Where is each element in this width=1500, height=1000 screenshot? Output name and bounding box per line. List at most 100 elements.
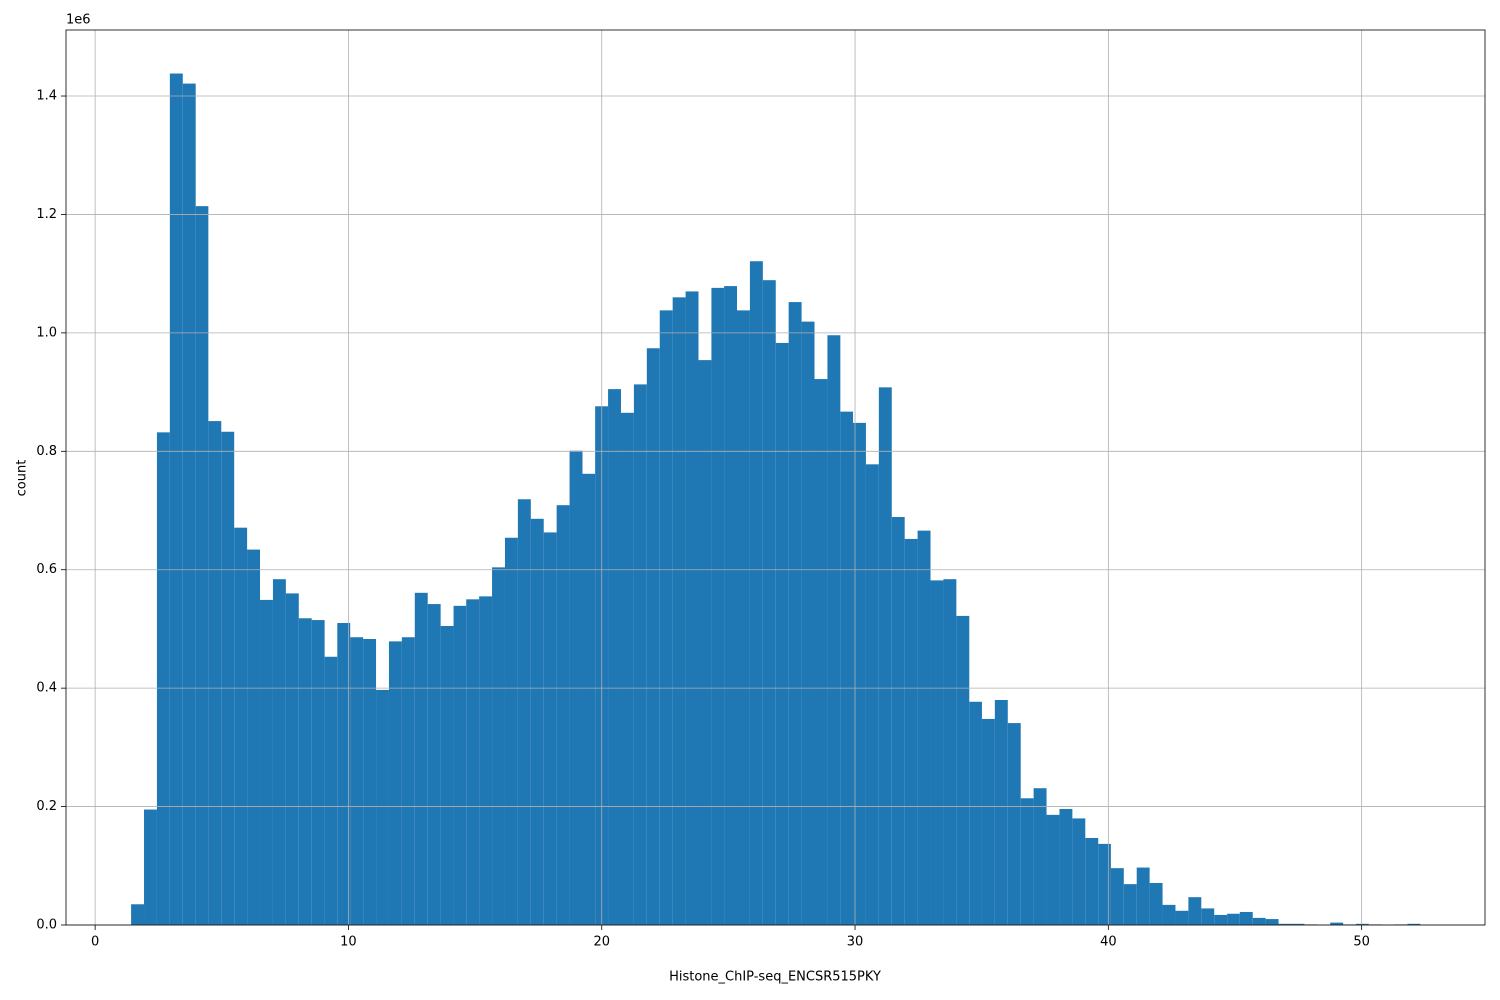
bar [363,639,377,925]
bar [1033,788,1047,925]
x-tick-label: 10 [340,935,357,950]
y-axis-label: count [15,460,30,497]
y-tick-label: 0.4 [36,681,57,696]
bar [956,615,970,925]
bar [801,321,815,925]
bar [1020,798,1034,925]
bar [234,527,248,925]
bar [762,280,776,925]
bar [311,620,325,925]
bar [891,517,905,925]
bar [350,637,364,925]
bar [324,656,338,925]
plot-frame [65,29,1486,926]
y-tick-label: 0.6 [36,562,57,577]
bar [1188,897,1202,925]
x-tick-label: 20 [593,935,610,950]
bar [1110,868,1124,925]
bar [1136,867,1150,925]
bar [453,605,467,925]
bar [376,689,389,925]
bar [337,623,351,925]
bar [169,73,183,925]
bar [479,596,493,925]
bar [827,335,841,926]
bar [1085,837,1099,925]
bar [208,421,222,925]
bar [1098,843,1111,925]
bar [144,809,157,925]
bar [504,537,518,925]
bar [440,625,454,925]
bar [930,580,944,925]
y-tick-label: 0.8 [36,444,57,459]
bar [775,342,789,925]
bar [878,387,892,926]
bar [156,432,170,925]
bar [840,411,854,925]
bar [646,348,660,925]
y-tick-label: 1.4 [36,89,57,104]
bar [685,291,699,925]
bar [1175,910,1189,925]
x-tick-label: 50 [1353,935,1370,950]
bar [865,464,879,925]
bar [1330,922,1344,925]
bar [1239,911,1253,925]
y-tick-label: 0.0 [36,918,57,933]
bar [1252,917,1266,925]
bar [1278,923,1292,925]
bar [1149,882,1163,925]
bar [943,579,957,925]
bar [711,287,725,925]
bar [969,701,982,925]
bar [620,412,634,925]
bar [814,379,828,926]
bar [466,599,480,925]
bar [388,641,402,925]
bar [298,618,312,925]
bar [608,389,621,926]
bar [1201,908,1215,925]
bar [904,538,918,925]
bar [401,637,415,925]
bar [981,718,995,925]
bar [543,532,557,925]
y-tick-label: 1.2 [36,207,57,222]
bar [1227,913,1240,925]
bar [182,83,196,925]
bar [853,422,866,925]
bar [195,206,209,926]
bar [1291,923,1305,925]
bar [1356,923,1369,925]
bar [1407,923,1421,925]
bar [247,549,261,925]
bar [1214,914,1228,925]
bar [672,297,686,926]
bar [556,505,570,925]
bar [492,567,505,925]
bar [582,473,596,925]
bar [1046,814,1060,925]
bar [427,604,441,925]
bar [285,593,299,925]
bar [736,310,750,925]
bar [1072,818,1086,925]
offset-label: 1e6 [66,13,91,28]
bar [994,699,1008,925]
bar [917,530,931,925]
bar [698,360,712,925]
bar [414,592,428,925]
bar [1007,723,1021,925]
bar [633,384,647,925]
x-tick-label: 0 [91,935,99,950]
bar [724,286,737,925]
bar [221,431,235,925]
bar [530,518,544,925]
x-axis-label: Histone_ChIP-seq_ENCSR515PKY [669,970,881,985]
bar [272,579,286,925]
bar [1162,904,1176,925]
bar [659,310,673,925]
